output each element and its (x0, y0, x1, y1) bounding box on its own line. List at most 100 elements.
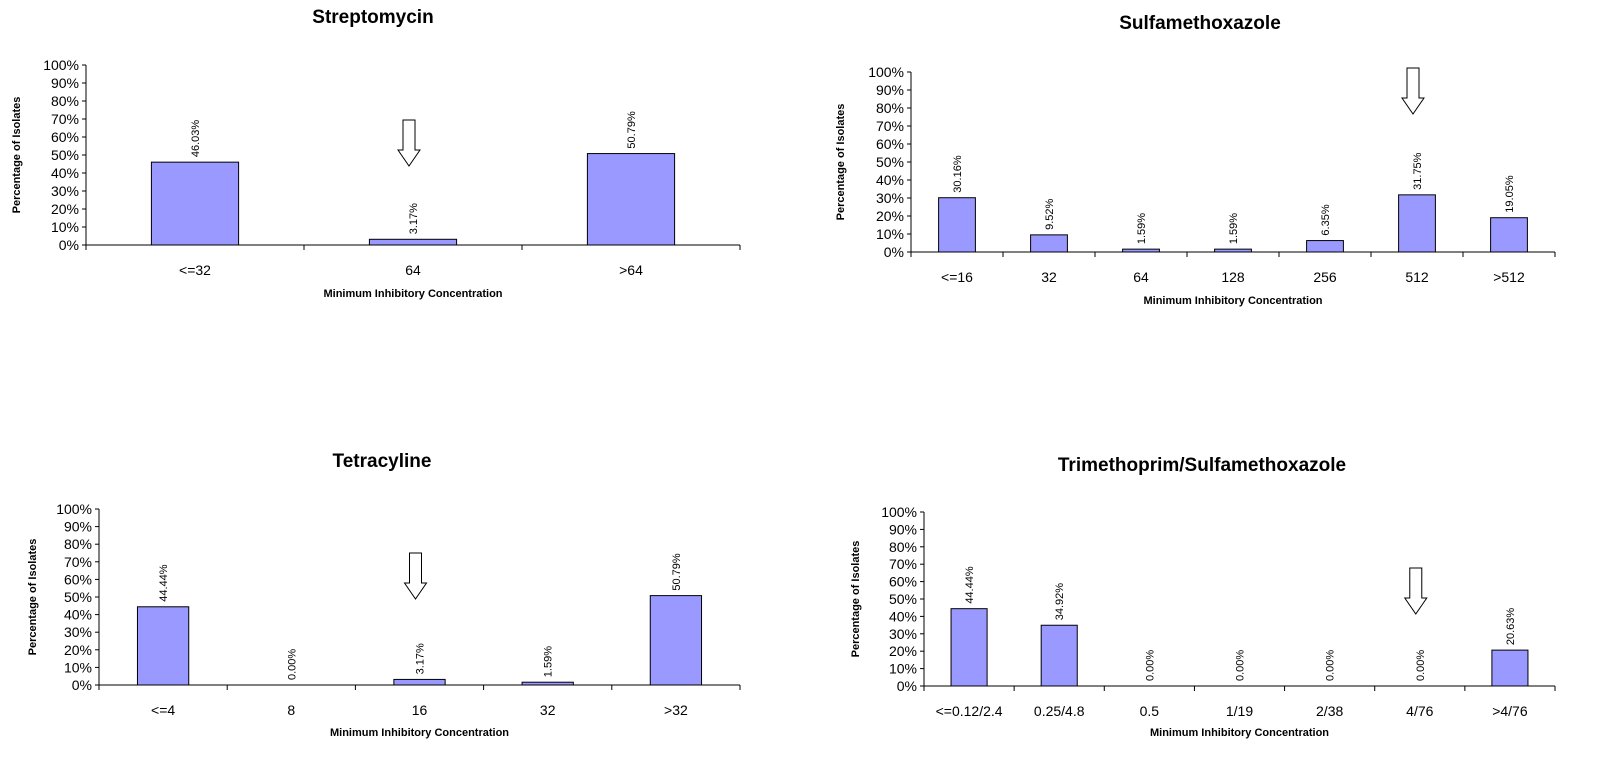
y-tick-label: 70% (889, 556, 917, 572)
y-tick-label: 100% (43, 57, 79, 73)
x-tick-label: 0.5 (1140, 703, 1160, 719)
x-axis-label: Minimum Inhibitory Concentration (1150, 727, 1329, 739)
bar-512 (1398, 194, 1436, 253)
bar-16 (938, 197, 976, 253)
bar-0-12-2-4 (950, 608, 988, 687)
bar-64 (586, 153, 676, 246)
x-tick-label: 16 (412, 702, 428, 718)
y-tick-label: 100% (56, 501, 92, 517)
x-tick-label: <=0.12/2.4 (936, 703, 1003, 719)
breakpoint-arrow-icon (1401, 67, 1425, 115)
y-axis-label: Percentage of Isolates (835, 104, 847, 221)
data-label: 30.16% (952, 155, 964, 193)
y-tick-label: 10% (889, 661, 917, 677)
bar-512 (1490, 217, 1528, 253)
chart-svg: Sulfamethoxazole Percentage of Isolates 0%… (835, 13, 1556, 307)
x-tick-label: 8 (287, 702, 295, 718)
y-tick-label: 20% (889, 643, 917, 659)
bar-32 (1030, 234, 1068, 253)
y-tick-label: 10% (51, 219, 79, 235)
bar-4 (136, 606, 190, 686)
chart-svg: Streptomycin Percentage of Isolates 0% 10% 2… (11, 7, 741, 300)
y-tick-label: 50% (876, 154, 904, 170)
chart-title: Tetracyline (333, 451, 432, 472)
y-tick-label: 0% (884, 244, 904, 260)
x-tick-label: >64 (619, 262, 643, 278)
y-tick-label: 90% (876, 82, 904, 98)
data-label: 44.44% (964, 566, 976, 604)
chart-title: Sulfamethoxazole (1119, 13, 1281, 34)
x-tick-label: 512 (1405, 269, 1429, 285)
y-tick-label: 40% (64, 607, 92, 623)
y-tick-label: 80% (51, 93, 79, 109)
y-tick-label: 70% (876, 118, 904, 134)
data-label: 44.44% (158, 564, 170, 602)
chart-streptomycin: Streptomycin Percentage of Isolates 0% 10% 2… (0, 0, 780, 320)
data-label: 19.05% (1504, 175, 1516, 213)
x-tick-label: 64 (1133, 269, 1149, 285)
x-tick-label: 1/19 (1226, 703, 1253, 719)
bar-32 (521, 681, 574, 686)
bar-0-25-4-8 (1040, 624, 1078, 687)
x-tick-label: 32 (540, 702, 556, 718)
x-tick-label: 256 (1313, 269, 1337, 285)
data-label: 0.00% (1235, 650, 1247, 681)
bar-64 (368, 238, 458, 246)
chart-trimethoprim-sulfamethoxazole: Trimethoprim/Sulfamethoxazole Percentage … (820, 440, 1603, 758)
y-tick-label: 90% (64, 519, 92, 535)
y-axis-label: Percentage of Isolates (27, 539, 39, 656)
y-tick-label: 70% (51, 111, 79, 127)
chart-title: Trimethoprim/Sulfamethoxazole (1058, 455, 1346, 476)
data-label: 20.63% (1505, 608, 1517, 646)
chart-title: Streptomycin (312, 7, 433, 28)
bar-64 (1122, 248, 1160, 253)
data-label: 9.52% (1044, 198, 1056, 229)
breakpoint-arrow-icon (1403, 567, 1428, 615)
data-label: 31.75% (1412, 152, 1424, 190)
y-tick-label: 30% (889, 626, 917, 642)
y-tick-label: 30% (51, 183, 79, 199)
breakpoint-arrow-icon (397, 119, 421, 167)
data-label: 0.00% (286, 649, 298, 680)
data-label: 0.00% (1325, 650, 1337, 681)
bar-128 (1214, 248, 1252, 253)
y-tick-label: 70% (64, 554, 92, 570)
y-tick-label: 10% (876, 226, 904, 242)
y-tick-label: 60% (889, 574, 917, 590)
y-tick-label: 90% (51, 75, 79, 91)
bar-4-76 (1491, 649, 1529, 687)
y-axis-label: Percentage of Isolates (11, 97, 23, 214)
x-tick-label: 2/38 (1316, 703, 1343, 719)
y-tick-label: 60% (876, 136, 904, 152)
y-axis-label: Percentage of Isolates (850, 541, 862, 658)
y-tick-label: 80% (876, 100, 904, 116)
data-label: 1.59% (543, 646, 555, 677)
data-label: 50.79% (626, 111, 638, 149)
y-tick-label: 40% (51, 165, 79, 181)
y-tick-label: 100% (881, 504, 917, 520)
y-tick-label: 80% (889, 539, 917, 555)
chart-sulfamethoxazole: Sulfamethoxazole Percentage of Isolates 0%… (820, 0, 1603, 320)
data-label: 3.17% (408, 203, 420, 234)
y-tick-label: 60% (51, 129, 79, 145)
x-tick-label: <=32 (179, 262, 211, 278)
chart-svg: Tetracyline Percentage of Isolates 0% 10%20… (27, 451, 741, 739)
x-tick-label: 4/76 (1406, 703, 1433, 719)
data-label: 6.35% (1320, 204, 1332, 235)
y-tick-label: 0% (72, 677, 92, 693)
x-axis-label: Minimum Inhibitory Concentration (323, 288, 502, 300)
data-label: 1.59% (1228, 213, 1240, 244)
y-tick-label: 50% (64, 589, 92, 605)
y-tick-label: 40% (876, 172, 904, 188)
data-label: 3.17% (415, 643, 427, 674)
bar-16 (393, 678, 446, 686)
x-tick-label: 32 (1041, 269, 1057, 285)
x-tick-label: >512 (1493, 269, 1525, 285)
y-tick-label: 60% (64, 571, 92, 587)
x-tick-label: 128 (1221, 269, 1245, 285)
x-axis-label: Minimum Inhibitory Concentration (330, 727, 509, 739)
chart-tetracyline: Tetracyline Percentage of Isolates 0% 10% 20… (0, 440, 780, 758)
y-tick-label: 20% (51, 201, 79, 217)
data-label: 1.59% (1136, 213, 1148, 244)
x-tick-label: <=16 (941, 269, 973, 285)
